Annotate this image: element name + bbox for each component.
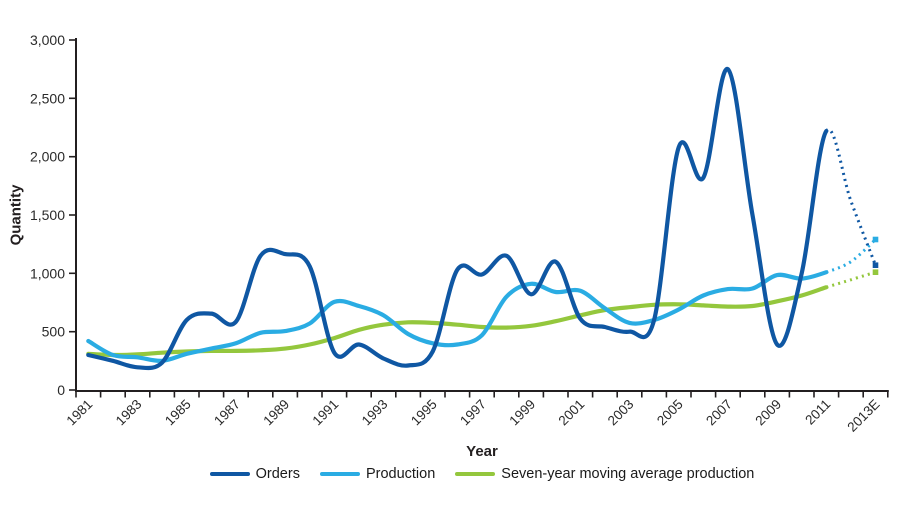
sevenyear-end-marker (872, 269, 879, 275)
x-tick-label: 2013E (844, 397, 882, 435)
x-tick-label: 1989 (260, 397, 292, 429)
legend-swatch-moving-average (455, 471, 496, 477)
y-tick-label: 1,500 (30, 207, 65, 223)
y-tick-label: 0 (57, 382, 65, 398)
legend-item-production: Production (319, 466, 436, 482)
legend-label-moving-average: Seven-year moving average production (501, 466, 755, 482)
legend-label-orders: Orders (255, 466, 300, 482)
x-tick-label: 1987 (211, 397, 243, 429)
legend-item-orders: Orders (209, 466, 300, 482)
legend: Orders Production Seven-year moving aver… (76, 466, 888, 482)
production-projection-line (825, 238, 877, 274)
sevenyear-line (86, 285, 829, 358)
x-tick-label: 1985 (162, 397, 194, 429)
legend-label-production: Production (365, 466, 436, 482)
legend-swatch-production (319, 471, 360, 477)
x-tick-label: 2011 (802, 397, 833, 428)
x-tick-label: 1991 (310, 397, 342, 429)
x-tick-label: 2003 (605, 397, 637, 429)
orders-projection-line (825, 127, 877, 266)
y-axis-title: Quantity (7, 184, 25, 246)
x-tick-label: 1997 (457, 397, 489, 429)
x-tick-label: 2005 (654, 397, 686, 429)
legend-item-moving-average: Seven-year moving average production (455, 466, 754, 482)
orders-line (86, 67, 829, 371)
x-tick-label: 2009 (752, 397, 784, 429)
legend-swatch-orders (209, 471, 250, 477)
sevenyear-projection-line (825, 270, 876, 289)
y-tick-label: 2,000 (30, 149, 65, 165)
production-line (86, 270, 829, 363)
y-tick-label: 3,000 (30, 32, 65, 48)
x-tick-label: 1993 (359, 397, 391, 429)
y-tick-label: 1,000 (30, 265, 65, 281)
x-axis-title: Year (466, 443, 498, 460)
x-tick-label: 1981 (64, 397, 96, 429)
x-tick-label: 1999 (506, 397, 538, 429)
production-end-marker (872, 236, 879, 243)
y-tick-label: 2,500 (30, 90, 65, 106)
x-tick-label: 2001 (556, 397, 588, 429)
x-tick-label: 1983 (113, 397, 145, 429)
x-tick-label: 2007 (703, 397, 735, 429)
plot-area: 0 500 1,000 1,500 2,000 2,500 3,000 1981 1983 198… (30, 32, 889, 435)
y-tick-label: 500 (42, 324, 66, 340)
orders-end-marker (872, 262, 879, 268)
x-tick-label: 1995 (408, 397, 440, 429)
